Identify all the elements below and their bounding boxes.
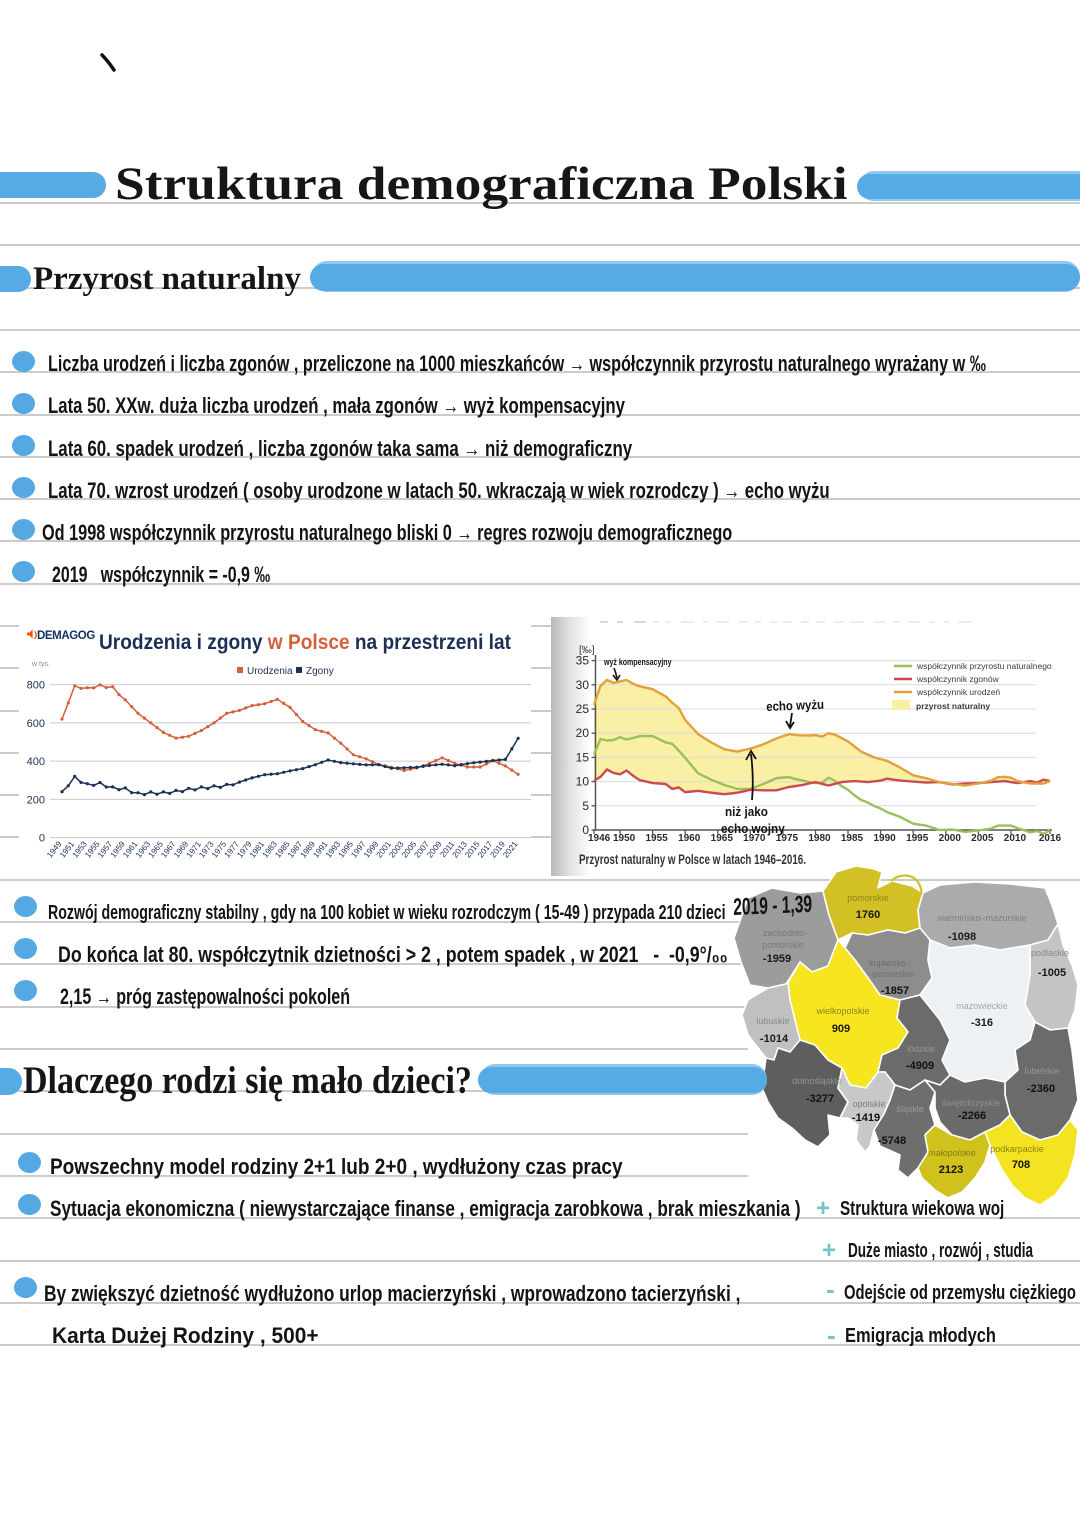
svg-text:[‰]: [‰] bbox=[579, 645, 595, 656]
svg-text:wielkopolskie: wielkopolskie bbox=[815, 1006, 869, 1016]
svg-text:708: 708 bbox=[1012, 1159, 1030, 1171]
svg-text:15: 15 bbox=[576, 750, 590, 764]
svg-text:dolnośląskie: dolnośląskie bbox=[792, 1076, 842, 1086]
svg-text:-1005: -1005 bbox=[1038, 967, 1066, 979]
svg-text:400: 400 bbox=[27, 756, 45, 768]
svg-text:lubuskie: lubuskie bbox=[756, 1016, 789, 1026]
svg-text:2123: 2123 bbox=[939, 1164, 963, 1176]
svg-text:200: 200 bbox=[27, 794, 45, 806]
svg-text:1960: 1960 bbox=[678, 833, 701, 844]
svg-text:Urodzenia: Urodzenia bbox=[247, 666, 293, 677]
svg-text:1970: 1970 bbox=[743, 833, 766, 844]
svg-text:5: 5 bbox=[582, 799, 589, 813]
svg-text:1955: 1955 bbox=[645, 833, 668, 844]
svg-text:1995: 1995 bbox=[906, 833, 929, 844]
svg-text:kujawsko–: kujawsko– bbox=[869, 958, 911, 968]
svg-text:1950: 1950 bbox=[613, 833, 636, 844]
svg-text:1985: 1985 bbox=[841, 833, 864, 844]
svg-text:-4909: -4909 bbox=[906, 1060, 934, 1072]
svg-text:współczynnik urodzeń: współczynnik urodzeń bbox=[916, 687, 1000, 697]
svg-text:przyrost naturalny: przyrost naturalny bbox=[916, 701, 990, 711]
svg-text:600: 600 bbox=[27, 718, 45, 730]
svg-text:-1857: -1857 bbox=[881, 985, 909, 997]
svg-text:2010: 2010 bbox=[1004, 833, 1027, 844]
svg-text:1965: 1965 bbox=[711, 833, 734, 844]
svg-text:25: 25 bbox=[576, 702, 590, 716]
svg-text:-1014: -1014 bbox=[760, 1033, 789, 1045]
svg-text:0: 0 bbox=[582, 823, 589, 837]
svg-text:-3277: -3277 bbox=[806, 1093, 834, 1105]
svg-text:podlaskie: podlaskie bbox=[1031, 948, 1069, 958]
svg-text:DEMAGOG: DEMAGOG bbox=[37, 630, 95, 642]
svg-text:1760: 1760 bbox=[856, 909, 880, 921]
svg-text:pomorskie: pomorskie bbox=[762, 940, 804, 950]
svg-text:2000: 2000 bbox=[939, 833, 962, 844]
svg-text:lubelskie: lubelskie bbox=[1024, 1066, 1059, 1076]
svg-text:-1098: -1098 bbox=[948, 931, 976, 943]
svg-text:909: 909 bbox=[832, 1023, 850, 1035]
svg-text:2016: 2016 bbox=[1039, 833, 1062, 844]
svg-text:35: 35 bbox=[576, 654, 590, 668]
svg-text:0: 0 bbox=[39, 833, 45, 845]
svg-text:800: 800 bbox=[27, 680, 45, 692]
svg-text:łódzkie: łódzkie bbox=[907, 1044, 935, 1054]
svg-text:-5748: -5748 bbox=[878, 1135, 906, 1147]
svg-text:współczynnik zgonów: współczynnik zgonów bbox=[916, 674, 1000, 684]
svg-text:-316: -316 bbox=[971, 1017, 993, 1029]
svg-text:-2266: -2266 bbox=[958, 1110, 986, 1122]
svg-text:30: 30 bbox=[576, 678, 590, 692]
svg-text:–pomorskie: –pomorskie bbox=[868, 969, 915, 979]
svg-text:zachodnio–: zachodnio– bbox=[763, 928, 809, 938]
svg-text:Urodzenia i zgony w Polsce na: Urodzenia i zgony w Polsce na przestrzen… bbox=[99, 631, 511, 654]
svg-text:20: 20 bbox=[576, 726, 590, 740]
svg-text:śląskie: śląskie bbox=[896, 1104, 924, 1114]
svg-text:1975: 1975 bbox=[776, 833, 799, 844]
svg-text:1980: 1980 bbox=[808, 833, 831, 844]
svg-text:-1959: -1959 bbox=[763, 953, 791, 965]
svg-text:Zgony: Zgony bbox=[306, 666, 334, 677]
svg-text:1946: 1946 bbox=[588, 833, 611, 844]
svg-text:-1419: -1419 bbox=[852, 1112, 880, 1124]
svg-text:10: 10 bbox=[576, 775, 590, 789]
svg-text:współczynnik przyrostu natural: współczynnik przyrostu naturalnego bbox=[916, 661, 1052, 671]
svg-text:pomorskie: pomorskie bbox=[847, 893, 889, 903]
svg-text:1990: 1990 bbox=[873, 833, 896, 844]
svg-text:świętokrzyskie: świętokrzyskie bbox=[942, 1098, 1000, 1108]
svg-text:-2360: -2360 bbox=[1027, 1083, 1055, 1095]
svg-text:w tys.: w tys. bbox=[31, 661, 50, 668]
svg-text:podkarpackie: podkarpackie bbox=[990, 1144, 1044, 1154]
svg-text:warmińsko–mazurskie: warmińsko–mazurskie bbox=[936, 913, 1026, 923]
svg-text:mazowieckie: mazowieckie bbox=[956, 1001, 1008, 1011]
svg-text:2005: 2005 bbox=[971, 833, 994, 844]
svg-text:małopolskie: małopolskie bbox=[928, 1148, 976, 1158]
svg-text:Przyrost naturalny w Polsce w: Przyrost naturalny w Polsce w latach 194… bbox=[579, 852, 806, 867]
svg-text:opolskie: opolskie bbox=[852, 1099, 885, 1109]
